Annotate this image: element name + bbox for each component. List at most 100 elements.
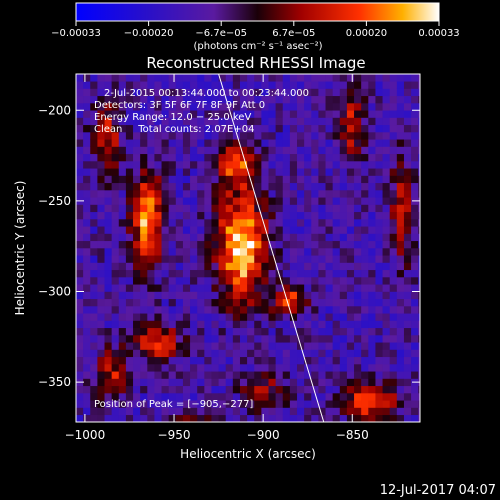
heatmap-cell [247, 81, 255, 89]
heatmap-cell [297, 117, 305, 126]
heatmap-cell [118, 255, 127, 263]
heatmap-cell [403, 277, 412, 285]
heatmap-cell [403, 146, 412, 155]
heatmap-cell [368, 349, 376, 358]
heatmap-cell [104, 74, 112, 82]
heatmap-cell [289, 327, 298, 336]
heatmap-cell [90, 342, 98, 350]
heatmap-cell [197, 335, 205, 343]
heatmap-cell [197, 248, 205, 256]
heatmap-cell [104, 364, 112, 372]
heatmap-cell [396, 175, 405, 184]
heatmap-cell [418, 393, 420, 401]
heatmap-cell [297, 277, 305, 285]
heatmap-cell [389, 342, 398, 350]
heatmap-cell [403, 124, 412, 133]
heatmap-cell [204, 364, 212, 372]
heatmap-cell [190, 262, 198, 271]
heatmap-cell [268, 240, 276, 249]
heatmap-cell [411, 306, 419, 314]
heatmap-cell [418, 139, 420, 147]
heatmap-cell [204, 269, 212, 278]
heatmap-cell [325, 175, 333, 184]
heatmap-cell [311, 371, 319, 379]
heatmap-cell [182, 197, 191, 205]
heatmap-cell [361, 269, 369, 278]
heatmap-cell [76, 81, 84, 89]
x-tick-label: −850 [336, 428, 369, 442]
heatmap-cell [147, 74, 155, 82]
heatmap-cell [154, 262, 162, 271]
heatmap-cell [346, 161, 355, 169]
heatmap-cell [161, 161, 169, 169]
heatmap-cell [133, 284, 141, 292]
heatmap-cell [154, 291, 162, 300]
heatmap-cell [97, 277, 105, 285]
heatmap-cell [204, 139, 212, 147]
heatmap-cell [118, 306, 127, 314]
heatmap-cell [168, 371, 177, 379]
heatmap-cell [239, 110, 248, 118]
heatmap-cell [197, 219, 205, 227]
heatmap-cell [368, 197, 376, 205]
heatmap-cell [247, 284, 255, 292]
heatmap-cell [175, 385, 184, 394]
heatmap-cell [275, 248, 284, 256]
heatmap-cell [218, 414, 227, 422]
heatmap-cell [133, 306, 141, 314]
heatmap-cell [225, 233, 234, 242]
heatmap-cell [76, 74, 84, 82]
heatmap-cell [239, 349, 248, 358]
heatmap-cell [168, 364, 177, 372]
heatmap-cell [389, 182, 398, 191]
heatmap-cell [325, 284, 333, 292]
heatmap-cell [161, 182, 169, 191]
heatmap-cell [97, 306, 105, 314]
heatmap-cell [311, 81, 319, 89]
heatmap-cell [147, 385, 155, 394]
heatmap-cell [175, 320, 184, 329]
heatmap-cell [247, 139, 255, 147]
heatmap-cell [254, 74, 262, 82]
heatmap-cell [133, 117, 141, 126]
heatmap-cell [254, 190, 262, 198]
heatmap-cell [154, 132, 162, 140]
heatmap-cell [418, 306, 420, 314]
heatmap-cell [354, 364, 362, 372]
heatmap-cell [140, 168, 148, 176]
heatmap-cell [133, 313, 141, 321]
heatmap-cell [218, 153, 227, 162]
heatmap-cell [97, 182, 105, 191]
heatmap-cell [76, 233, 84, 242]
colorbar-tick-label: 6.7e−05 [272, 28, 315, 39]
heatmap-cell [232, 400, 241, 408]
heatmap-cell [76, 349, 84, 358]
heatmap-cell [403, 190, 412, 198]
heatmap-cell [403, 269, 412, 278]
heatmap-cell [311, 182, 319, 191]
heatmap-cell [239, 95, 248, 104]
heatmap-cell [297, 146, 305, 155]
heatmap-cell [325, 298, 333, 307]
heatmap-cell [282, 356, 291, 365]
heatmap-cell [104, 371, 112, 379]
heatmap-cell [368, 132, 376, 140]
heatmap-cell [396, 197, 405, 205]
heatmap-cell [83, 95, 91, 104]
heatmap-cell [361, 110, 369, 118]
heatmap-cell [175, 211, 184, 220]
heatmap-cell [97, 349, 105, 358]
heatmap-cell [232, 298, 241, 307]
heatmap-cell [211, 153, 219, 162]
annotation-counts: Clean Total counts: 2.07E+04 [94, 124, 254, 135]
heatmap-cell [418, 117, 420, 126]
heatmap-cell [154, 277, 162, 285]
heatmap-cell [311, 132, 319, 140]
heatmap-cell [332, 103, 341, 111]
heatmap-cell [304, 335, 312, 343]
heatmap-cell [418, 226, 420, 234]
heatmap-cell [325, 211, 333, 220]
heatmap-cell [104, 211, 112, 220]
heatmap-cell [361, 168, 369, 176]
heatmap-cell [247, 226, 255, 234]
